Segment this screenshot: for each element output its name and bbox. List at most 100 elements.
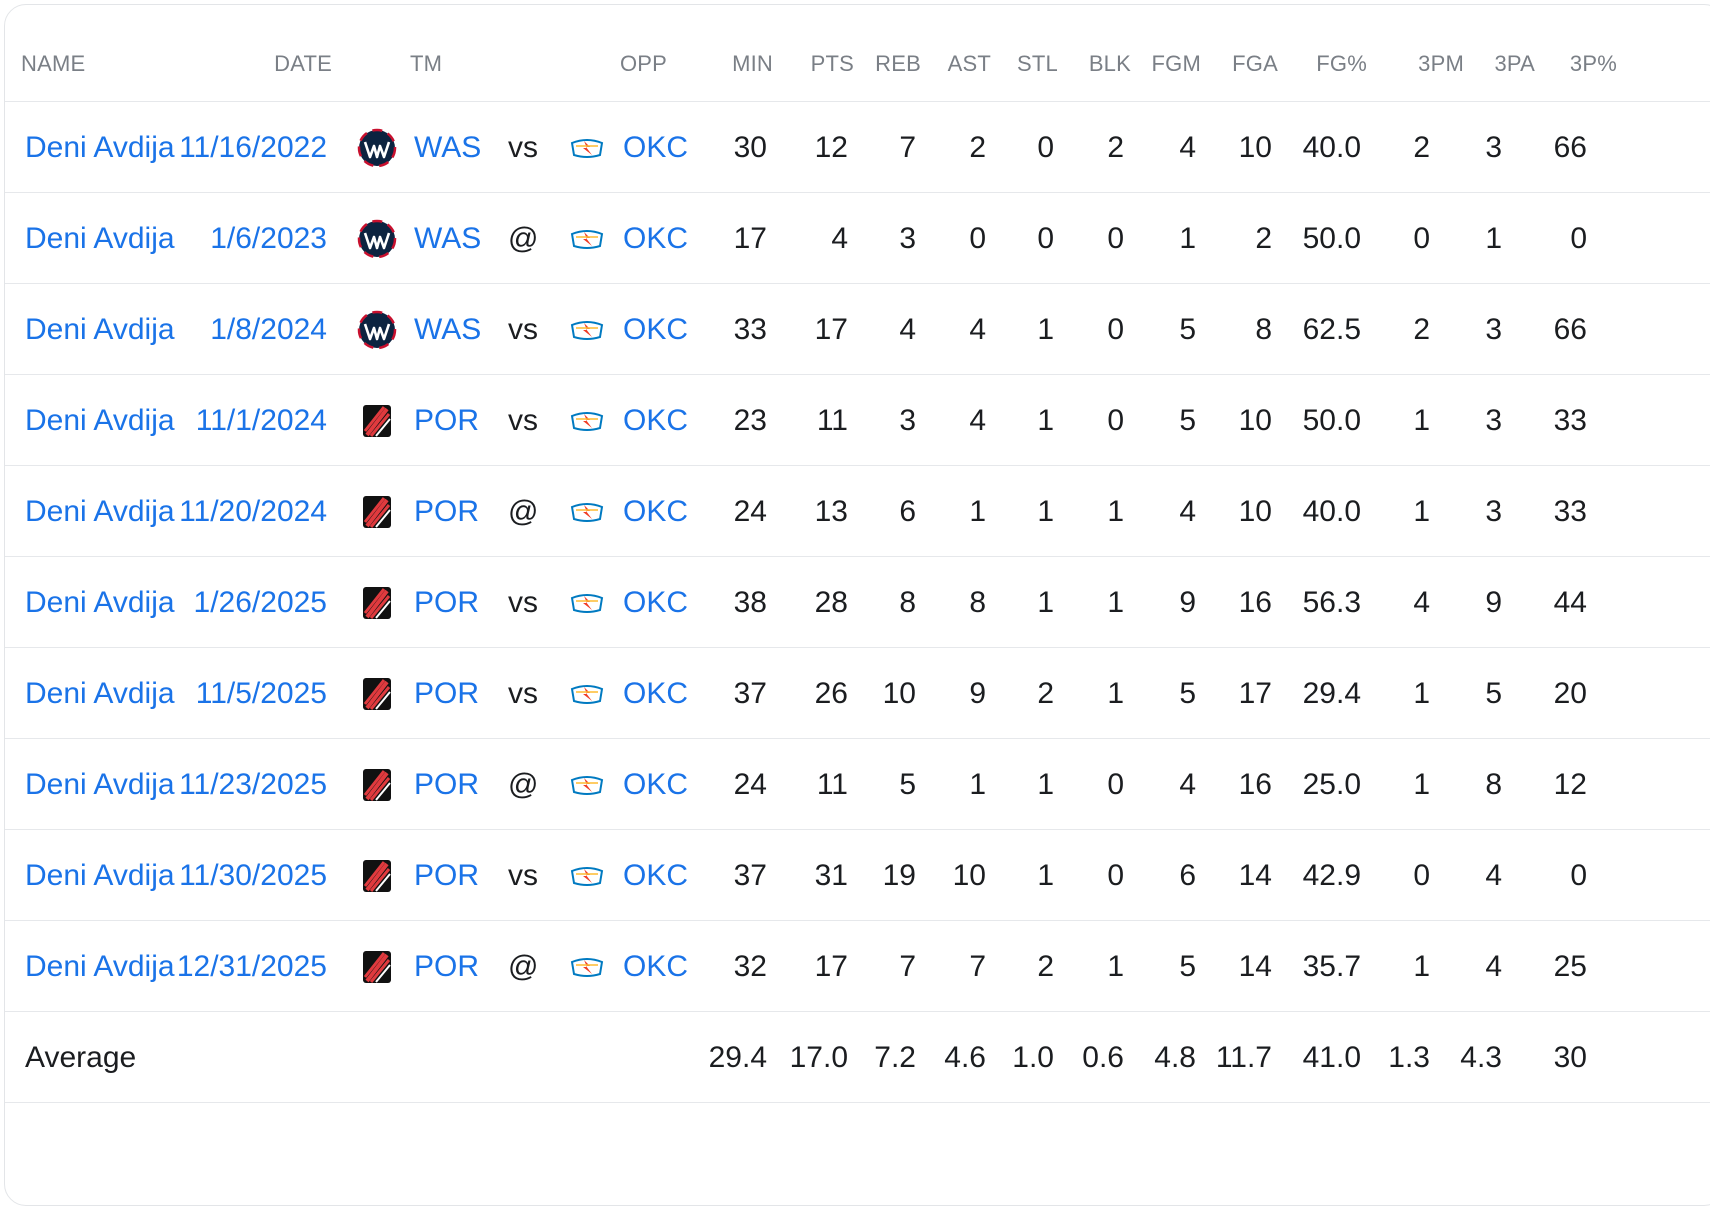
stat-tpa: 8 (1485, 768, 1502, 801)
player-name-link[interactable]: Deni Avdija (25, 768, 175, 801)
header-reb[interactable]: REB (875, 51, 921, 76)
team-link[interactable]: POR (414, 768, 480, 801)
stat-fgpct: 62.5 (1302, 313, 1361, 346)
header-tpm[interactable]: 3PM (1418, 51, 1464, 76)
stat-tpm: 1 (1413, 768, 1430, 801)
header-tpa[interactable]: 3PA (1494, 51, 1535, 76)
stat-tpm: 4 (1413, 586, 1430, 619)
stat-min: 32 (733, 950, 767, 983)
stat-fgm: 1 (1179, 222, 1196, 255)
stat-ast: 4 (969, 404, 986, 437)
thunder-logo-icon (570, 499, 604, 525)
header-date[interactable]: DATE (274, 51, 332, 76)
game-date-link[interactable]: 12/31/2025 (176, 950, 327, 983)
thunder-logo-icon (570, 408, 604, 434)
header-name[interactable]: NAME (21, 51, 86, 76)
game-date-link[interactable]: 1/6/2023 (210, 222, 327, 255)
player-name-link[interactable]: Deni Avdija (25, 677, 175, 710)
blazers-logo-icon (357, 583, 397, 623)
stat-fgpct: 40.0 (1302, 495, 1361, 528)
stat-fgm: 4 (1179, 495, 1196, 528)
opponent-link[interactable]: OKC (623, 859, 689, 892)
stat-min: 37 (733, 677, 767, 710)
header-blk[interactable]: BLK (1088, 51, 1131, 76)
header-fga[interactable]: FGA (1232, 51, 1278, 76)
player-name-link[interactable]: Deni Avdija (25, 131, 175, 164)
player-name-link[interactable]: Deni Avdija (25, 859, 175, 892)
team-link[interactable]: POR (414, 404, 480, 437)
team-link[interactable]: WAS (414, 313, 482, 346)
stat-fgpct: 50.0 (1302, 404, 1361, 437)
stat-reb: 3 (899, 404, 916, 437)
opponent-link[interactable]: OKC (623, 404, 689, 437)
stat-stl: 1 (1037, 586, 1054, 619)
header-tppct[interactable]: 3P% (1569, 51, 1617, 76)
stat-tppct: 66 (1553, 131, 1587, 164)
player-name-link[interactable]: Deni Avdija (25, 950, 175, 983)
opponent-link[interactable]: OKC (623, 950, 689, 983)
game-date-link[interactable]: 11/5/2025 (195, 677, 327, 710)
header-tm[interactable]: TM (410, 51, 443, 76)
game-log-table: NAME DATE TM OPP MIN PTS REB AST STL BLK FGM FGA FG%… (5, 5, 1710, 1103)
thunder-logo-icon (570, 226, 604, 252)
team-link[interactable]: POR (414, 586, 480, 619)
stat-tpa: 3 (1485, 131, 1502, 164)
stat-reb: 10 (882, 677, 916, 710)
header-min[interactable]: MIN (732, 51, 773, 76)
stat-tppct: 44 (1553, 586, 1587, 619)
game-date-link[interactable]: 11/20/2024 (179, 495, 327, 528)
stat-fgpct: 35.7 (1302, 950, 1361, 983)
team-link[interactable]: POR (414, 859, 480, 892)
table-row: Deni Avdija 11/30/2025 POR vs OKC 37 31 19 10 1 0 6… (5, 829, 1710, 921)
player-name-link[interactable]: Deni Avdija (25, 404, 175, 437)
header-stl[interactable]: STL (1017, 51, 1058, 76)
stat-tpm: 0 (1413, 222, 1430, 255)
team-link[interactable]: POR (414, 677, 480, 710)
home-away: vs (508, 859, 538, 892)
header-fgm[interactable]: FGM (1151, 51, 1201, 76)
team-link[interactable]: POR (414, 950, 480, 983)
stat-tppct: 66 (1553, 313, 1587, 346)
opponent-link[interactable]: OKC (623, 313, 689, 346)
player-name-link[interactable]: Deni Avdija (25, 222, 175, 255)
stat-pts: 28 (814, 586, 848, 619)
stat-tpm: 0 (1413, 859, 1430, 892)
header-pts[interactable]: PTS (810, 51, 854, 76)
opponent-link[interactable]: OKC (623, 495, 689, 528)
stat-reb: 7 (899, 950, 916, 983)
game-date-link[interactable]: 11/1/2024 (195, 404, 327, 437)
header-opp[interactable]: OPP (620, 51, 668, 76)
team-link[interactable]: WAS (414, 222, 482, 255)
blazers-logo-icon (357, 947, 397, 987)
stat-pts: 11 (816, 404, 848, 437)
team-link[interactable]: WAS (414, 131, 482, 164)
game-date-link[interactable]: 11/23/2025 (179, 768, 327, 801)
game-date-link[interactable]: 1/8/2024 (210, 313, 327, 346)
stat-ast: 4 (969, 313, 986, 346)
game-date-link[interactable]: 11/16/2022 (179, 131, 327, 164)
stat-fga: 14 (1238, 950, 1272, 983)
stat-reb: 4 (899, 313, 916, 346)
stat-fgpct: 25.0 (1302, 768, 1361, 801)
header-ast[interactable]: AST (947, 51, 991, 76)
table-row: Deni Avdija 1/6/2023 WAS @ OKC 17 4 3 0 0 0 1 2 50.0 0… (5, 192, 1710, 284)
stat-fgm: 5 (1179, 313, 1196, 346)
opponent-link[interactable]: OKC (623, 586, 689, 619)
opponent-link[interactable]: OKC (623, 768, 689, 801)
opponent-link[interactable]: OKC (623, 222, 689, 255)
player-name-link[interactable]: Deni Avdija (25, 586, 175, 619)
player-name-link[interactable]: Deni Avdija (25, 495, 175, 528)
blazers-logo-icon (357, 674, 397, 714)
game-date-link[interactable]: 11/30/2025 (179, 859, 327, 892)
opponent-link[interactable]: OKC (623, 131, 689, 164)
average-pts: 17.0 (789, 1041, 848, 1074)
opponent-link[interactable]: OKC (623, 677, 689, 710)
header-fgpct[interactable]: FG% (1316, 51, 1367, 76)
stat-fgm: 5 (1179, 404, 1196, 437)
stat-stl: 1 (1037, 768, 1054, 801)
stat-tppct: 33 (1553, 404, 1587, 437)
stat-blk: 2 (1107, 131, 1124, 164)
team-link[interactable]: POR (414, 495, 480, 528)
player-name-link[interactable]: Deni Avdija (25, 313, 175, 346)
game-date-link[interactable]: 1/26/2025 (193, 586, 327, 619)
